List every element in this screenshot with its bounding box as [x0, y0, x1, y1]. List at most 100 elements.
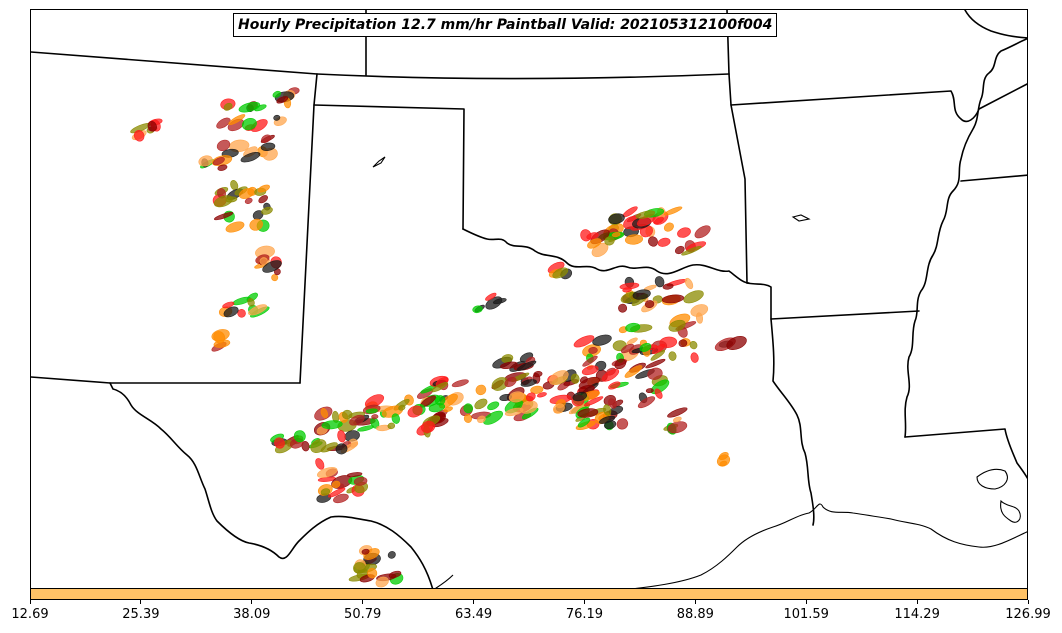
- colorbar-tick-label: 38.09: [233, 607, 271, 622]
- precip-blob: [533, 371, 543, 378]
- precip-blob: [525, 392, 536, 402]
- precip-blob: [248, 304, 268, 316]
- precip-blob: [632, 289, 651, 300]
- precip-blob: [257, 184, 270, 193]
- precip-blob: [353, 562, 366, 574]
- precip-blob: [611, 232, 621, 238]
- precip-blob: [238, 188, 255, 199]
- map-title: Hourly Precipitation 12.7 mm/hr Paintbal…: [233, 13, 778, 37]
- precip-blob: [331, 480, 341, 488]
- precip-blob: [463, 403, 474, 414]
- state-boundaries: [31, 10, 1027, 588]
- precip-blob: [337, 430, 346, 443]
- precip-blob: [320, 407, 328, 419]
- border-mississippi-river: [904, 37, 1027, 438]
- colorbar: [30, 588, 1028, 600]
- precip-blob: [260, 142, 276, 151]
- precip-blob: [583, 396, 604, 407]
- precip-blob: [654, 276, 665, 288]
- border-ar-north: [730, 83, 1027, 123]
- gulf-coast: [372, 156, 1027, 588]
- precip-blob: [487, 401, 500, 411]
- colorbar-tick-mark: [805, 600, 807, 604]
- precip-blob: [472, 305, 483, 314]
- precip-blob: [683, 290, 704, 304]
- precip-blob: [672, 416, 682, 423]
- border-tn-al: [964, 10, 1027, 39]
- precip-blob: [212, 157, 225, 166]
- border-nm-south: [31, 376, 301, 384]
- precip-blob: [614, 358, 627, 370]
- precip-blob: [214, 212, 234, 221]
- precip-blob: [342, 409, 353, 420]
- precip-blob: [387, 551, 396, 559]
- precip-blob: [604, 236, 615, 246]
- precip-blob: [421, 420, 436, 433]
- colorbar-tick-label: 63.49: [454, 607, 493, 622]
- precip-blob: [648, 236, 658, 247]
- colorbar-tick-label: 88.89: [676, 607, 714, 622]
- precip-blob: [259, 257, 268, 266]
- precip-blob: [249, 218, 263, 231]
- precip-blob: [361, 548, 370, 555]
- precip-blob: [684, 277, 694, 290]
- precip-blob: [645, 358, 666, 369]
- precip-blob: [608, 213, 625, 224]
- precip-blob: [335, 443, 348, 455]
- precip-blob: [261, 134, 271, 144]
- precip-blob: [213, 195, 233, 208]
- coastline-padre: [435, 574, 454, 588]
- precip-blob: [228, 114, 246, 126]
- precip-blob: [530, 385, 544, 394]
- precip-blob: [624, 365, 643, 378]
- precip-blob: [276, 96, 289, 104]
- precip-blob: [223, 102, 233, 111]
- precip-blob: [258, 195, 268, 204]
- map-panel: [30, 9, 1028, 589]
- colorbar-tick-mark: [694, 600, 696, 604]
- lake-pontchartrain: [976, 468, 1008, 490]
- precip-blob: [639, 342, 652, 352]
- lake-nm: [372, 156, 386, 168]
- precip-blob: [622, 287, 632, 293]
- colorbar-tick-mark: [140, 600, 142, 604]
- precip-blob: [651, 343, 666, 355]
- colorbar-tick-mark: [473, 600, 475, 604]
- precip-blob: [504, 407, 524, 417]
- precip-blob: [516, 360, 537, 371]
- precip-blob: [677, 227, 691, 238]
- colorbar-tick-label: 50.79: [344, 607, 382, 622]
- precipitation-map: [31, 10, 1027, 588]
- precip-blob: [328, 487, 346, 498]
- precip-blob: [222, 301, 235, 309]
- precip-blob: [229, 139, 250, 153]
- colorbar-tick-label: 25.39: [122, 607, 160, 622]
- precip-blob: [398, 404, 406, 411]
- precip-blob: [147, 121, 157, 132]
- precip-blob: [316, 467, 338, 478]
- precip-blob: [133, 130, 145, 142]
- precip-blob: [262, 260, 282, 273]
- precip-blob: [500, 361, 518, 370]
- border-ar-south: [746, 282, 920, 320]
- precip-blob: [310, 439, 327, 454]
- precip-blob: [301, 441, 310, 452]
- precip-blob: [577, 417, 591, 428]
- precip-blob: [588, 346, 598, 354]
- precip-blob: [681, 245, 702, 256]
- precip-blob: [271, 274, 279, 282]
- precip-blob: [463, 414, 473, 423]
- precip-blob: [654, 388, 663, 399]
- colorbar-tick-mark: [1027, 600, 1029, 604]
- precip-blob: [657, 237, 671, 247]
- precip-blob: [485, 292, 497, 301]
- precip-blob: [353, 476, 368, 486]
- precip-blob: [504, 376, 517, 388]
- precip-blob: [582, 355, 598, 367]
- precip-blob: [349, 414, 365, 426]
- precipitation-blobs: [130, 87, 747, 588]
- precip-blob: [626, 337, 638, 345]
- precip-blob: [333, 493, 349, 504]
- precip-blob: [346, 472, 363, 478]
- border-ms-south: [904, 428, 1027, 480]
